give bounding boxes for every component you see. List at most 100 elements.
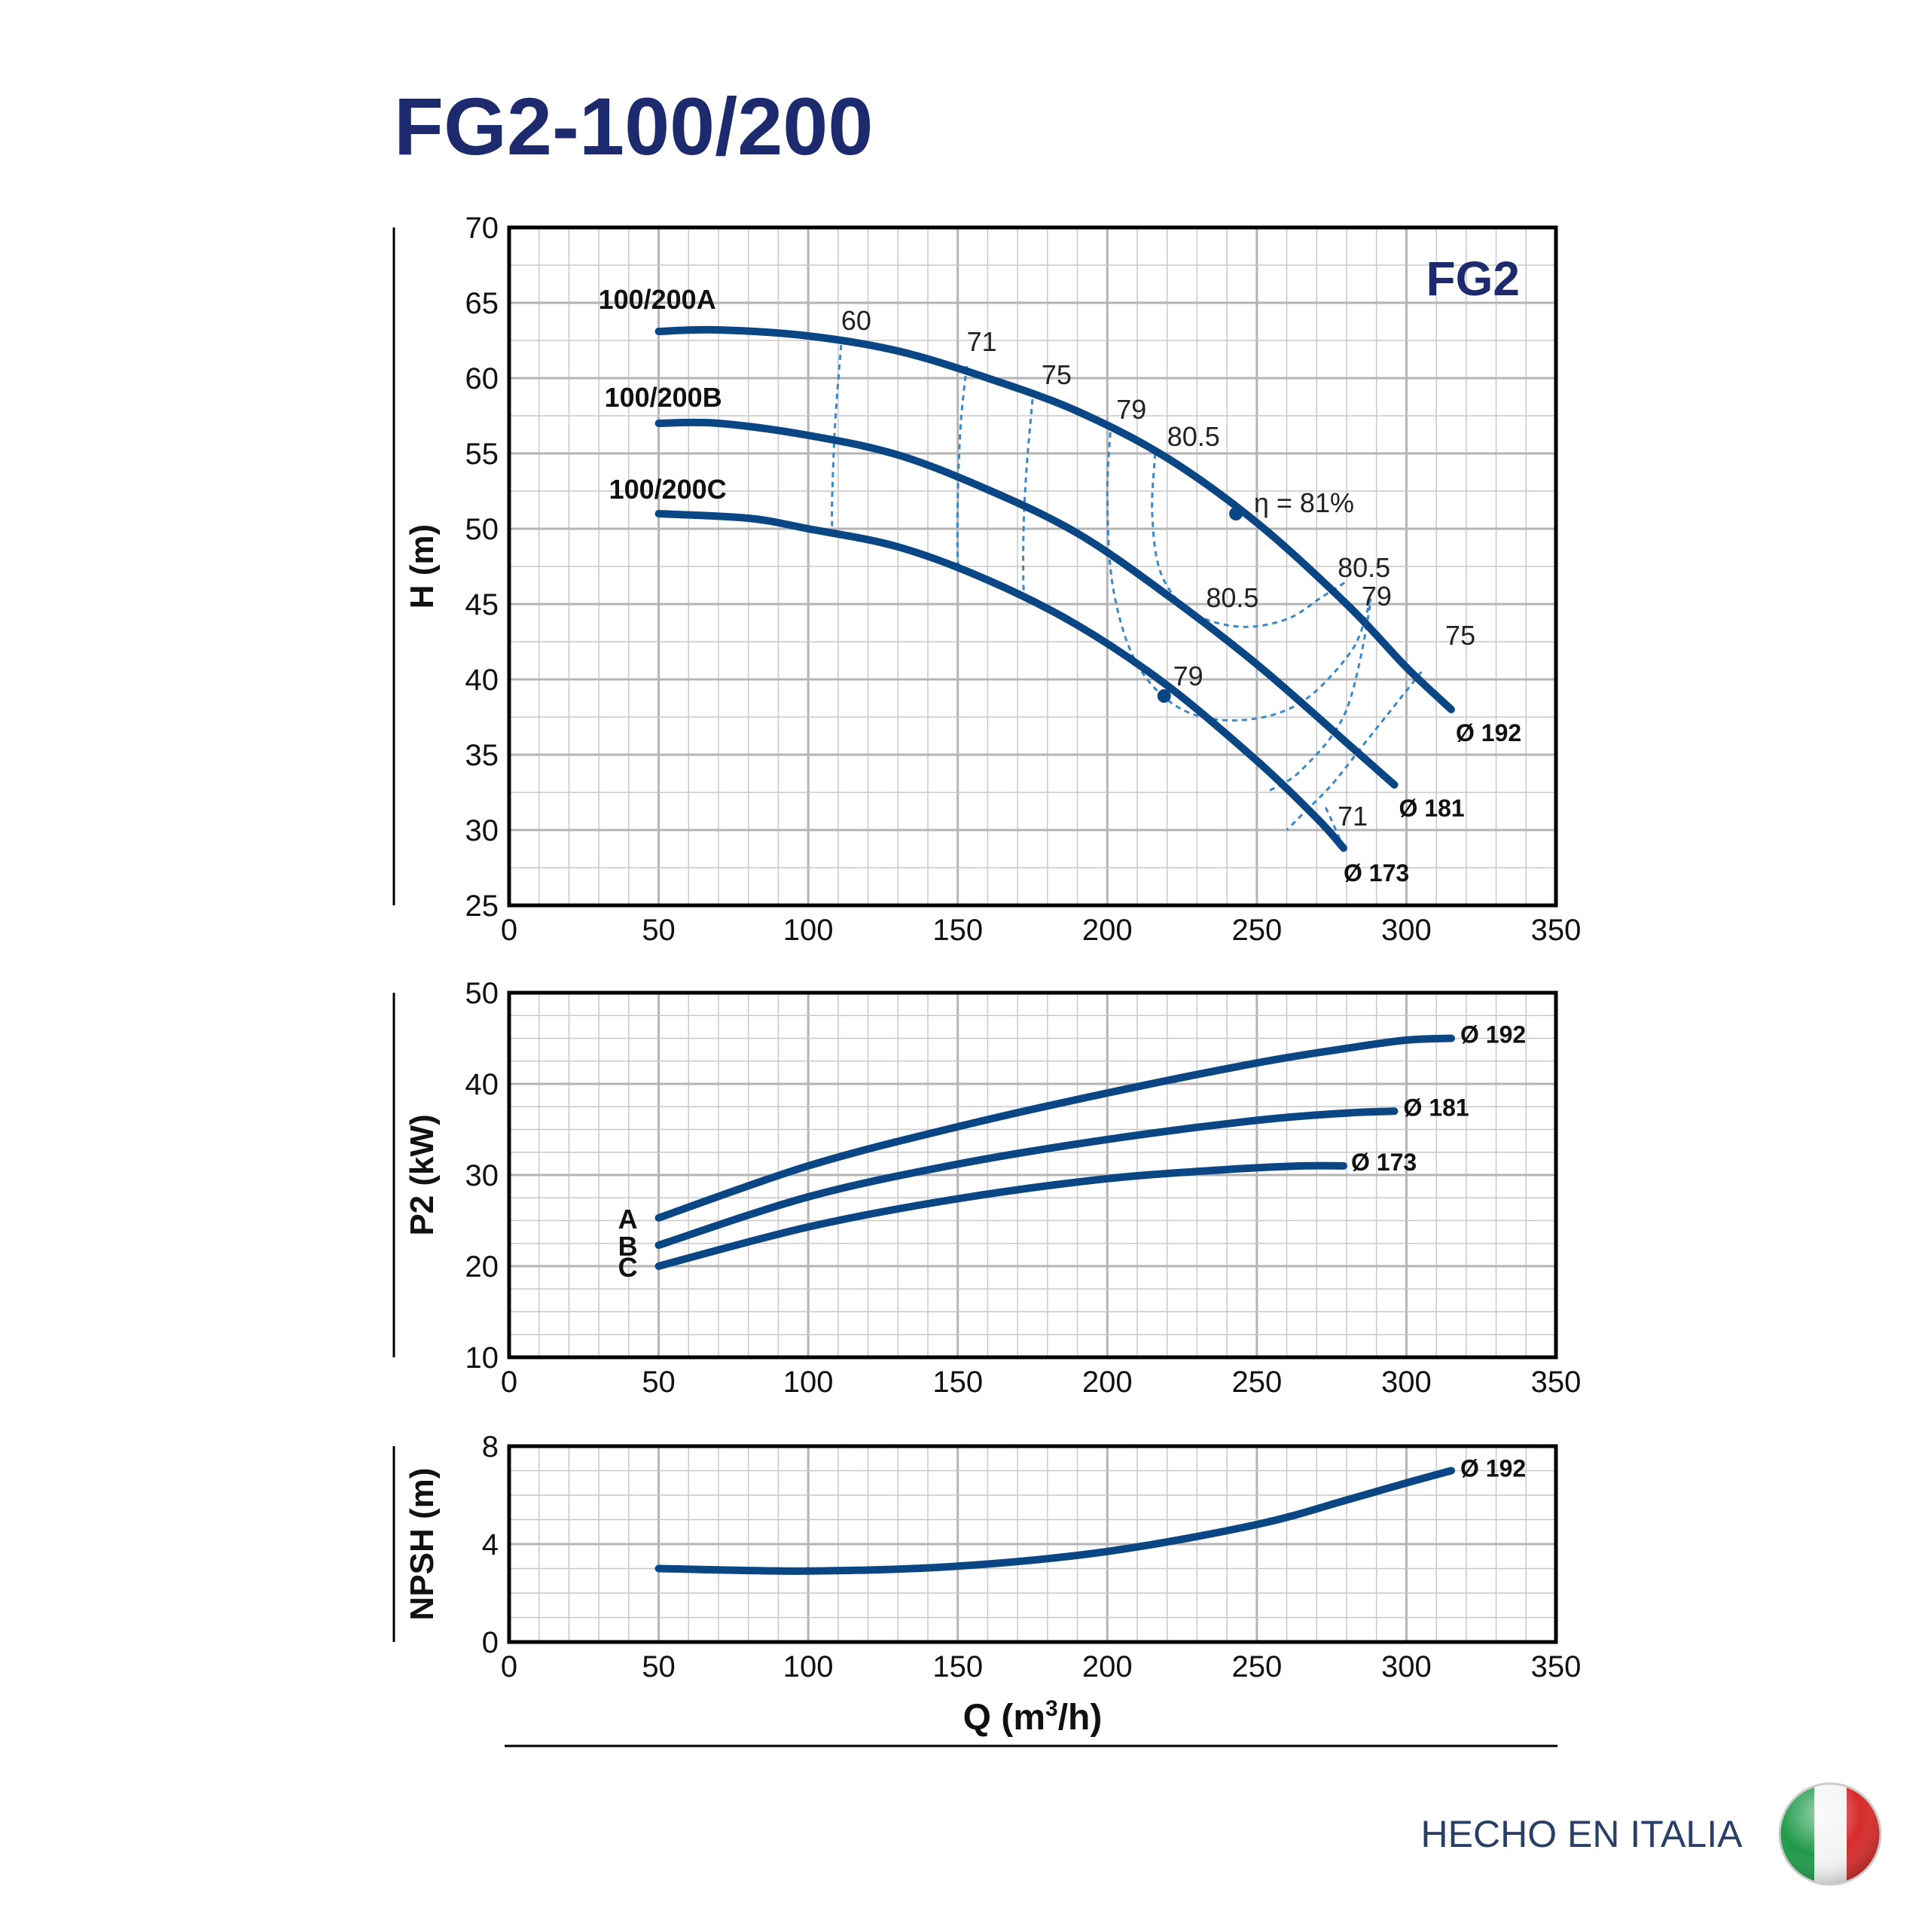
x-tick-label: 150 [932,1366,983,1399]
y-tick-label: 70 [465,212,499,245]
x-tick-label: 200 [1082,1366,1133,1399]
y-tick-label: 20 [465,1250,499,1283]
y-tick-label: 45 [465,588,499,621]
y-tick-label: 8 [482,1430,499,1463]
y-tick-label: 30 [465,1159,499,1192]
y-tick-label: 50 [465,513,499,546]
y-axis-label: H (m) [404,524,441,609]
efficiency-label: 80.5 [1167,421,1220,452]
efficiency-label: 79 [1173,661,1203,691]
x-tick-label: 150 [932,1650,983,1683]
efficiency-curve-75 [1286,671,1423,832]
series-end-label: Ø 181 [1399,795,1465,822]
series-curve [654,1107,1399,1250]
series-end-label: Ø 192 [1460,1455,1526,1482]
x-axis-label-end: /h) [1058,1698,1103,1738]
x-axis-label: Q (m3/h) [963,1696,1103,1738]
italy-flag-icon [1778,1782,1882,1886]
y-tick-label: 60 [465,362,499,395]
y-axis-label: P2 (kW) [404,1114,441,1235]
x-tick-label: 250 [1231,1650,1282,1683]
x-axis-label-main: Q (m [963,1698,1045,1738]
x-tick-label: 100 [783,914,834,947]
y-tick-label: 40 [465,664,499,697]
series-curve [654,1161,1347,1270]
best-efficiency-marker [1157,689,1171,703]
x-tick-label: 300 [1381,1366,1432,1399]
x-tick-label: 50 [642,1366,676,1399]
efficiency-label: 80.5 [1206,582,1258,613]
y-tick-label: 40 [465,1068,499,1101]
efficiency-label: 80.5 [1338,552,1390,583]
x-tick-label: 350 [1531,1366,1582,1399]
plot-frame [507,990,1558,1360]
x-tick-label: 200 [1082,1650,1133,1683]
x-tick-label: 250 [1231,914,1282,947]
series-name-label: C [618,1252,638,1283]
series-end-label: Ø 192 [1456,719,1521,746]
series-curve [654,325,1455,713]
x-tick-label: 100 [783,1650,834,1683]
series-name-label: 100/200B [605,382,722,413]
y-tick-label: 35 [465,739,499,772]
series-name-label: B [618,1231,638,1262]
series-curve [654,1467,1455,1575]
y-tick-label: 10 [465,1341,499,1375]
efficiency-label: 79 [1362,581,1392,612]
efficiency-curve-75 [1022,398,1034,600]
panel-power: 50 40 30 20 100 50 100 150 200 250 300 350 P2 (kW) Ø … [392,977,1582,1399]
efficiency-label: 75 [1042,359,1072,390]
efficiency-label: η = 81% [1254,487,1354,518]
efficiency-label: 71 [967,326,997,357]
y-tick-label: 50 [465,977,499,1010]
x-tick-label: 350 [1531,914,1582,947]
y-tick-label: 55 [465,438,499,471]
y-axis-label: NPSH (m) [404,1468,441,1621]
y-tick-label: 4 [482,1528,499,1561]
y-tick-label: 0 [482,1626,499,1659]
efficiency-label: 75 [1445,620,1475,651]
series-end-label: Ø 173 [1351,1149,1417,1176]
x-tick-label: 350 [1531,1650,1582,1683]
efficiency-curve-60 [831,344,843,530]
y-tick-label: 65 [465,287,499,320]
x-tick-label: 150 [932,914,983,947]
x-tick-label: 300 [1381,1650,1432,1683]
efficiency-curve-71 [956,365,969,567]
y-tick-label: 25 [465,890,499,923]
x-tick-label: 250 [1231,1366,1282,1399]
x-tick-label: 0 [501,914,517,947]
chart-badge: FG2 [1426,252,1520,306]
efficiency-label: 79 [1116,394,1146,425]
efficiency-label: 60 [841,305,871,336]
series-curve [654,418,1399,789]
x-tick-label: 0 [501,1366,517,1399]
best-efficiency-marker [1229,507,1243,520]
x-tick-label: 0 [501,1650,517,1683]
x-tick-label: 50 [642,914,676,947]
x-tick-label: 300 [1381,914,1432,947]
efficiency-label: 71 [1338,801,1368,832]
panel-head: 70 65 60 55 50 45 40 35 30 250 50 100 150 200 250 300 35… [392,212,1582,947]
x-axis-label-sup: 3 [1045,1696,1058,1721]
plot-frame [507,1444,1558,1644]
page-title: FG2-100/200 [394,81,873,172]
x-tick-label: 200 [1082,914,1133,947]
series-name-label: A [618,1204,638,1235]
series-name-label: 100/200C [609,474,727,505]
series-curve [654,1034,1455,1222]
y-tick-label: 30 [465,814,499,847]
series-name-label: 100/200A [599,284,716,315]
series-end-label: Ø 192 [1460,1021,1526,1048]
made-in-label: HECHO EN ITALIA [1421,1813,1743,1855]
x-tick-label: 50 [642,1650,676,1683]
panel-npsh: 8 4 00 50 100 150 200 250 300 350 NPSH (m) Ø 192 [392,1430,1582,1683]
series-curve [654,510,1347,852]
series-end-label: Ø 181 [1404,1094,1469,1121]
series-end-label: Ø 173 [1344,859,1409,887]
efficiency-curve-79 [1106,432,1372,794]
x-tick-label: 100 [783,1366,834,1399]
